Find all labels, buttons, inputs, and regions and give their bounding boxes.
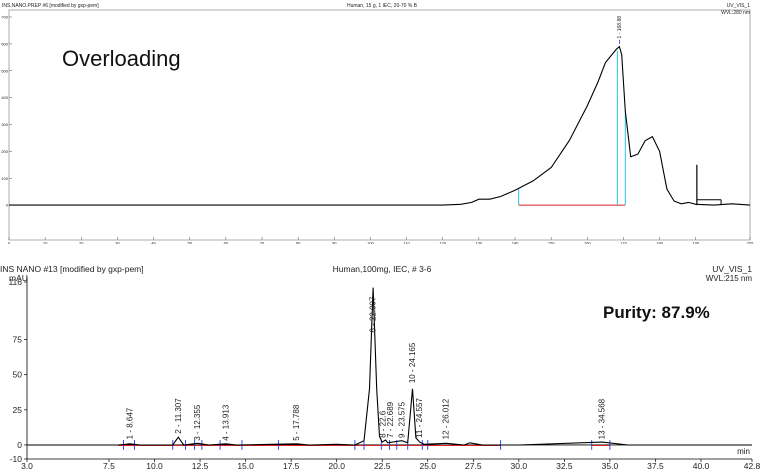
- bottom-header-right-2: WVL:215 nm: [706, 274, 753, 283]
- bottom-header-right-1: UV_VIS_1: [712, 264, 752, 274]
- top-x-tick-label: 80: [296, 241, 301, 245]
- top-x-tick-label: 70: [260, 241, 265, 245]
- top-chromatogram-trace: [9, 45, 751, 206]
- bottom-y-tick-label: 50: [13, 370, 23, 380]
- bottom-x-unit: min: [737, 447, 750, 456]
- bottom-chromatogram-trace: [27, 287, 752, 446]
- bottom-y-tick-label: -10: [10, 454, 23, 464]
- bottom-x-tick-label: 15.0: [237, 461, 254, 470]
- top-x-tick-label: 190: [692, 241, 699, 245]
- bottom-y-tick-label: 25: [13, 405, 23, 415]
- top-x-tick-label: 90: [332, 241, 337, 245]
- bottom-x-tick-label: 17.5: [283, 461, 300, 470]
- overloading-chart-panel: INS.NANO.PREP #6 [modified by gxp-pem] H…: [1, 3, 754, 244]
- bottom-x-tick-label: 32.5: [556, 461, 573, 470]
- bottom-x-tick-label: 40.0: [693, 461, 710, 470]
- bottom-peak-label: 8 - 22.6: [379, 410, 388, 438]
- top-x-tick-label: 110: [403, 241, 410, 245]
- top-x-axis: 0 10 20 30 40 50 60 70 80 90 100 110 120 130 140 150 160…: [8, 237, 754, 244]
- bottom-peak-label: 12 - 26.012: [442, 398, 451, 439]
- top-x-tick-label: 120: [439, 241, 446, 245]
- bottom-peak-label: 7 - 22.689: [386, 401, 395, 438]
- bottom-x-tick-label: 42.8: [744, 461, 761, 470]
- top-x-tick-label: 205: [747, 241, 754, 245]
- purity-annotation: Purity: 87.9%: [603, 303, 710, 322]
- bottom-peak-label: 1 - 8.647: [125, 407, 134, 439]
- top-x-tick-label: 150: [548, 241, 555, 245]
- bottom-y-axis: 116 75 50 25 0 -10: [8, 277, 27, 464]
- top-x-tick-label: 170: [620, 241, 627, 245]
- bottom-peak-label: 2 - 11.307: [174, 398, 183, 434]
- top-y-tick-label: 500: [1, 68, 8, 73]
- top-y-tick-label: 700: [1, 15, 8, 20]
- bottom-y-unit: mAU: [9, 273, 28, 283]
- top-y-tick-label: 400: [1, 95, 8, 100]
- top-x-tick-label: 100: [367, 241, 374, 245]
- bottom-peak-label: 10 - 24.165: [408, 342, 417, 383]
- bottom-peak-label: 4 - 13.913: [221, 404, 230, 441]
- overloading-annotation: Overloading: [62, 46, 181, 71]
- bottom-peak-label: 9 - 23.575: [397, 401, 406, 438]
- bottom-x-tick-label: 10.0: [146, 461, 163, 470]
- bottom-y-tick-label: 116: [8, 277, 22, 287]
- top-header-right-2: WVL:280 nm: [721, 10, 750, 16]
- top-x-tick-label: 0: [8, 241, 11, 245]
- top-x-tick-label: 20: [79, 241, 84, 245]
- top-y-tick-label: 100: [1, 176, 8, 181]
- top-header-right-1: UV_VIS_1: [727, 3, 751, 9]
- bottom-x-tick-label: 35.0: [602, 461, 619, 470]
- top-x-tick-label: 10: [43, 241, 48, 245]
- bottom-y-tick-label: 0: [17, 440, 22, 450]
- bottom-x-tick-label: 20.0: [328, 461, 345, 470]
- top-peak-label: 1 - 168.88: [617, 16, 623, 39]
- overloading-chart: INS.NANO.PREP #6 [modified by gxp-pem] H…: [1, 3, 754, 244]
- top-y-tick-label: 200: [1, 149, 8, 154]
- bottom-header-left: INS NANO #13 [modified by gxp-pem]: [0, 264, 144, 274]
- bottom-peak-label: 11 - 24.557: [415, 397, 424, 437]
- top-x-tick-label: 60: [224, 241, 229, 245]
- bottom-x-tick-label: 25.0: [419, 461, 436, 470]
- bottom-peak-labels: 1 - 8.647 2 - 11.307 3 - 12.355 4 - 13.913 5…: [125, 296, 606, 441]
- top-y-tick-label: 600: [1, 41, 8, 46]
- bottom-peak-label: 6 - 22.007: [369, 296, 378, 333]
- top-x-tick-label: 40: [151, 241, 156, 245]
- top-x-tick-label: 130: [476, 241, 483, 245]
- bottom-y-tick-label: 75: [13, 335, 23, 345]
- top-y-tick-label: 0: [6, 203, 9, 208]
- bottom-x-tick-label: 27.5: [465, 461, 482, 470]
- bottom-header-center: Human,100mg, IEC, # 3-6: [333, 264, 432, 274]
- top-x-tick-label: 160: [584, 241, 591, 245]
- bottom-peak-label: 3 - 12.355: [193, 404, 202, 441]
- bottom-peak-label: 13 - 34.568: [598, 398, 607, 439]
- bottom-x-tick-label: 12.5: [192, 461, 209, 470]
- bottom-x-tick-label: 37.5: [647, 461, 664, 470]
- top-header-center: Human, 15 g, 1 IEC, 20-70 % B: [347, 3, 418, 9]
- top-x-tick-label: 140: [512, 241, 519, 245]
- bottom-x-tick-label: 7.5: [103, 461, 115, 470]
- top-x-tick-label: 50: [188, 241, 193, 245]
- bottom-x-tick-label: 22.5: [374, 461, 391, 470]
- top-x-tick-label: 180: [656, 241, 663, 245]
- bottom-x-axis: 3.0 7.5 10.0 12.5 15.0 17.5 20.0 22.5 25.0 27.5 30…: [21, 459, 761, 470]
- bottom-peak-label: 5 - 17.788: [292, 404, 301, 441]
- top-header-left: INS.NANO.PREP #6 [modified by gxp-pem]: [2, 3, 99, 9]
- bottom-x-tick-label: 30.0: [511, 461, 528, 470]
- purity-chart-panel: INS NANO #13 [modified by gxp-pem] Human…: [0, 262, 763, 470]
- purity-chart: INS NANO #13 [modified by gxp-pem] Human…: [0, 264, 761, 470]
- bottom-x-tick-label: 3.0: [21, 461, 33, 470]
- top-x-tick-label: 30: [115, 241, 120, 245]
- top-chart-marks: [518, 39, 722, 206]
- top-y-tick-label: 300: [1, 122, 8, 127]
